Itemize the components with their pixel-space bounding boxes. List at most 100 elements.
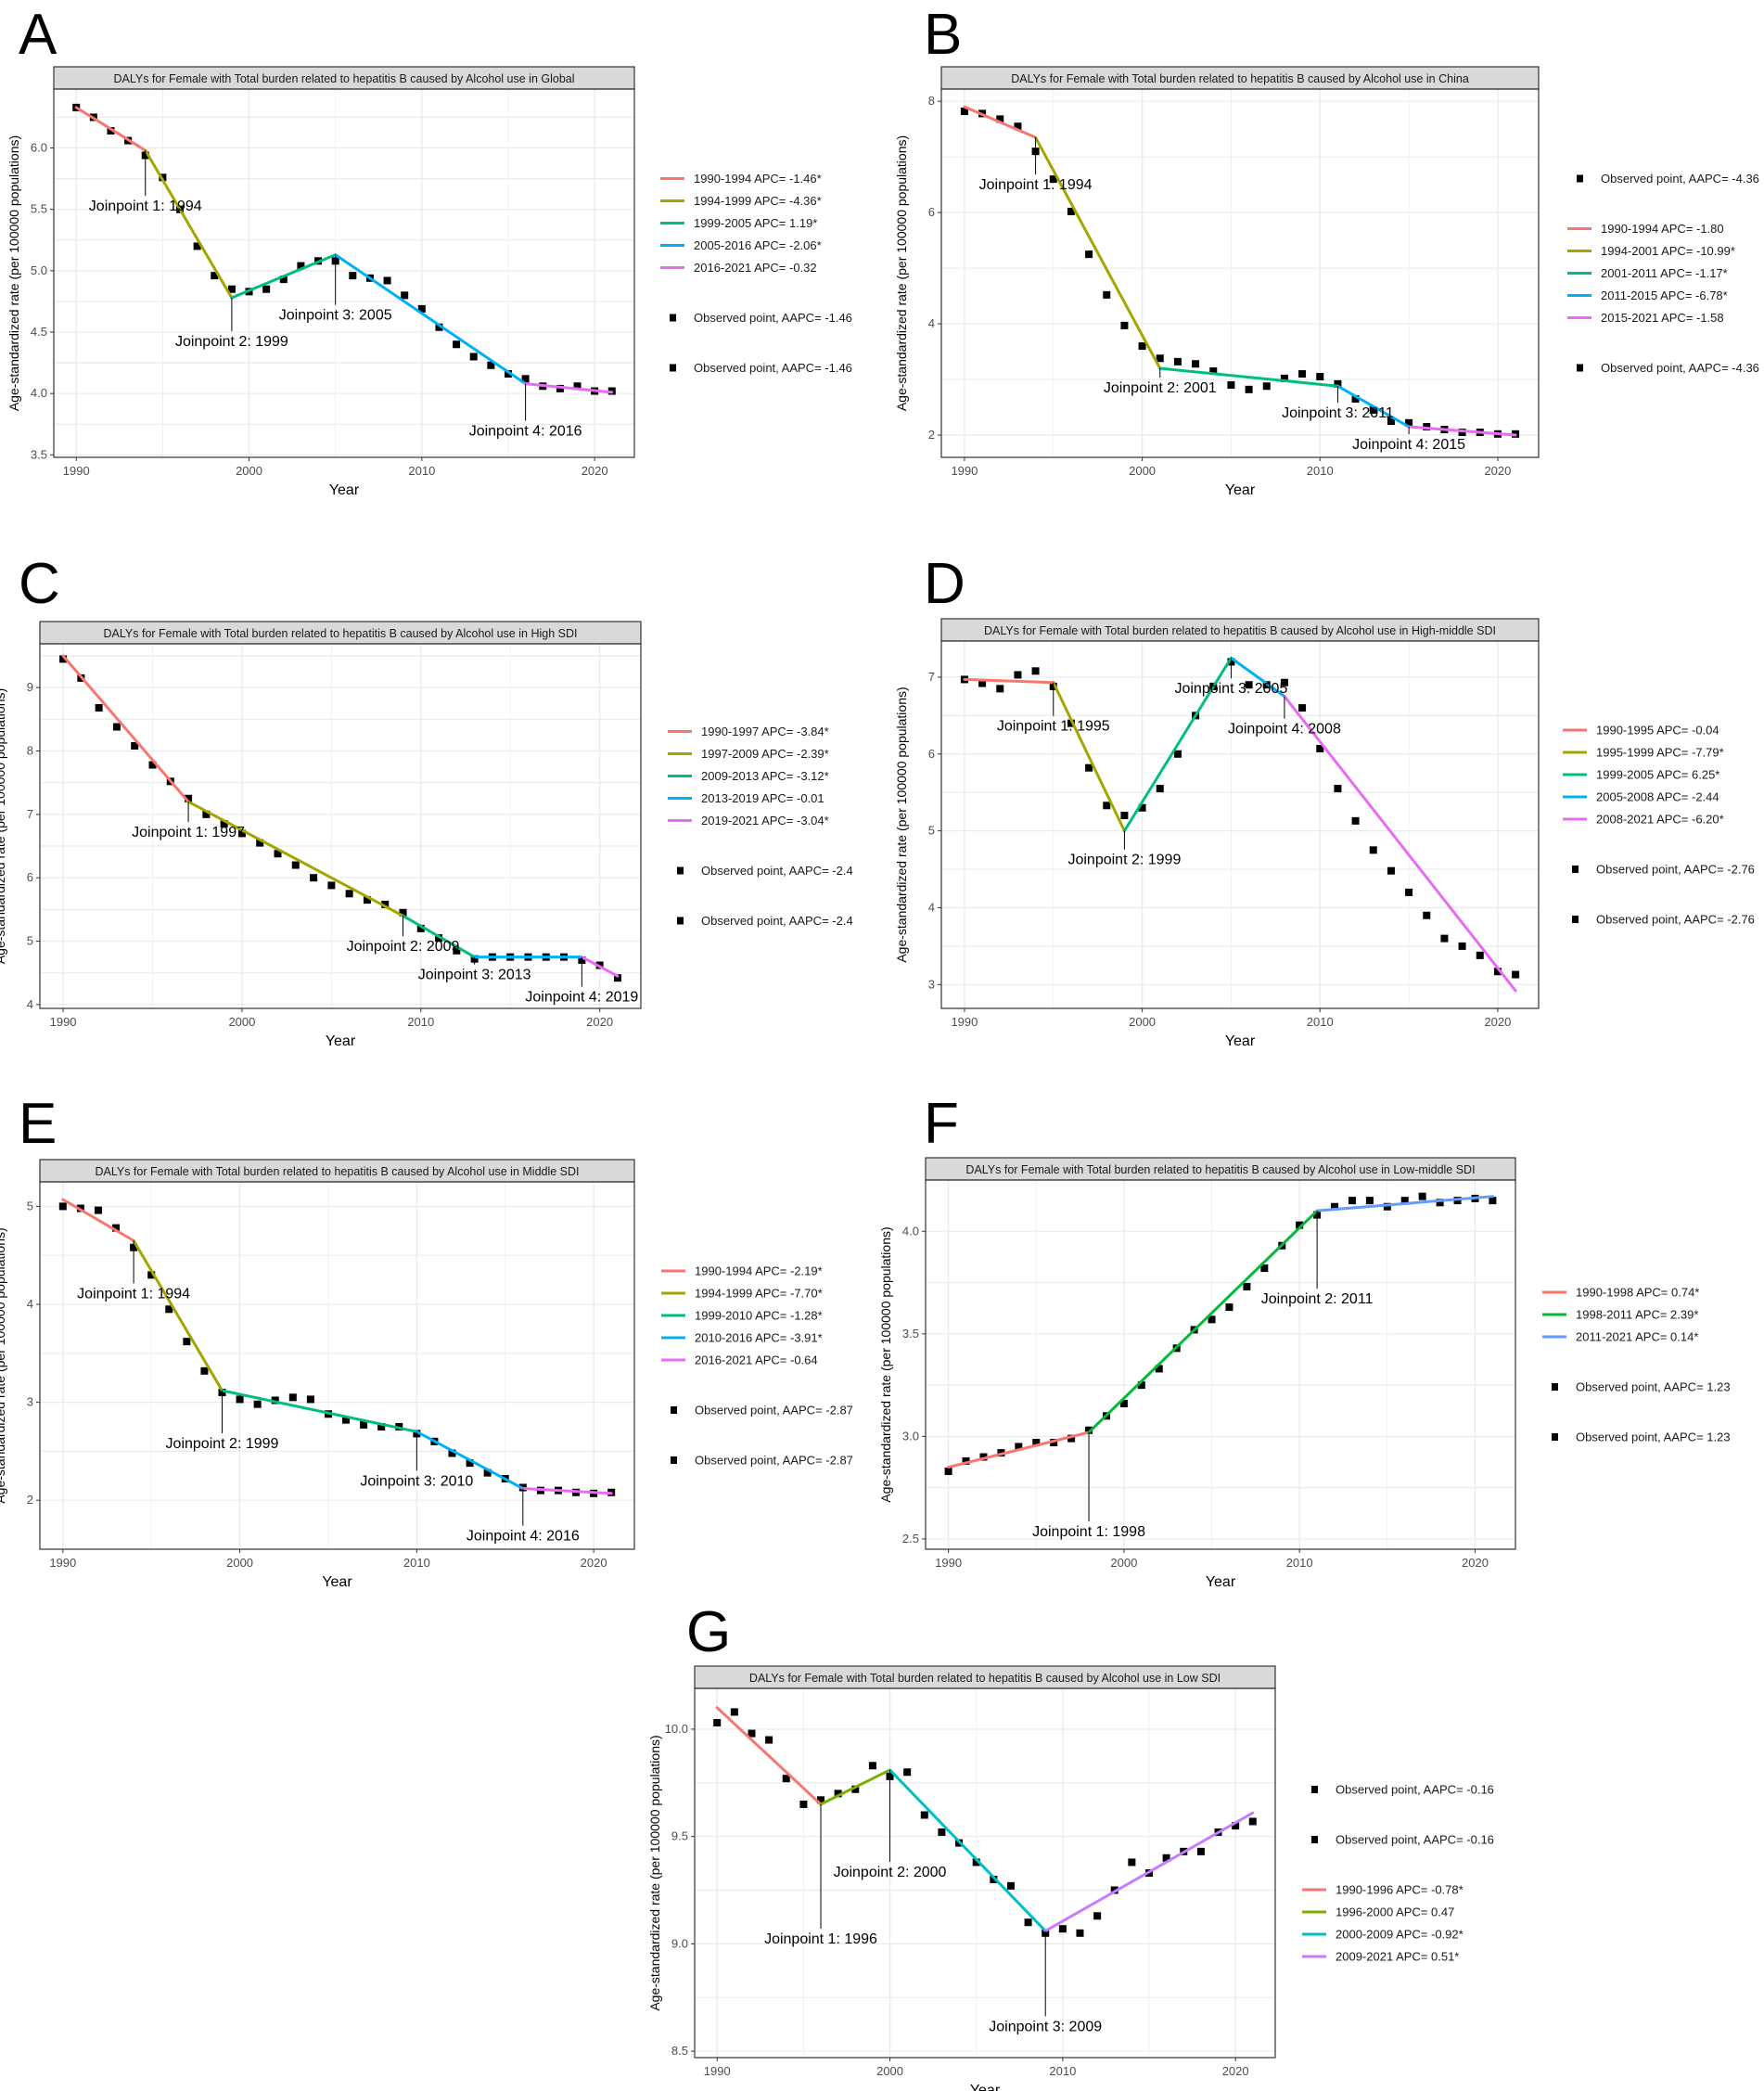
legend-point-key xyxy=(671,1406,677,1414)
observed-point xyxy=(360,1420,368,1429)
observed-point xyxy=(469,353,478,361)
plot-area xyxy=(941,641,1539,1008)
y-tick-label: 2 xyxy=(27,1493,33,1507)
legend-label: 2011-2015 APC= -6.78* xyxy=(1601,289,1728,302)
y-tick-label: 10.0 xyxy=(665,1722,688,1736)
observed-point xyxy=(1387,866,1395,875)
plot-border xyxy=(39,643,642,1009)
x-axis-label: Year xyxy=(970,2083,1001,2091)
legend-label: Observed point, AAPC= -2.87 xyxy=(695,1454,853,1468)
observed-point xyxy=(1015,1443,1023,1451)
observed-point xyxy=(401,291,409,300)
observed-point xyxy=(1365,1197,1374,1205)
joinpoint-label: Joinpoint 3: 2005 xyxy=(279,308,392,324)
fitted-segment xyxy=(715,1706,823,1806)
legend-label: Observed point, AAPC= -2.87 xyxy=(695,1404,853,1418)
observed-point xyxy=(1155,1365,1163,1373)
joinpoint-label: Joinpoint 1: 1997 xyxy=(132,825,245,840)
legend-label: Observed point, AAPC= -1.46 xyxy=(694,361,852,375)
x-tick-label: 2000 xyxy=(236,464,262,478)
x-tick-label: 2010 xyxy=(1286,1556,1313,1570)
observed-point xyxy=(1458,942,1466,950)
y-axis-label: Age-standardized rate (per 100000 popula… xyxy=(894,135,909,411)
fitted-segment xyxy=(524,382,614,394)
observed-point xyxy=(1156,354,1164,363)
observed-point xyxy=(1280,374,1288,382)
legend-label: 2013-2019 APC= -0.01 xyxy=(701,791,824,805)
legend-label: Observed point, AAPC= -4.36 xyxy=(1601,361,1759,375)
legend-point-key xyxy=(677,866,684,875)
legend-label: Observed point, AAPC= 1.23 xyxy=(1576,1430,1731,1444)
x-tick-label: 1990 xyxy=(704,2064,731,2078)
x-tick-label: 2000 xyxy=(226,1556,253,1570)
observed-point xyxy=(448,1449,456,1457)
observed-point xyxy=(1227,381,1235,390)
fitted-segment xyxy=(1034,135,1162,370)
observed-point xyxy=(1067,1434,1076,1443)
x-tick-label: 1990 xyxy=(935,1556,962,1570)
y-tick-label: 6 xyxy=(928,747,935,761)
observed-point xyxy=(262,285,271,293)
fitted-segment xyxy=(1336,384,1411,429)
joinpoint-label: Joinpoint 2: 2000 xyxy=(834,1865,947,1880)
plot-area xyxy=(54,89,634,457)
observed-point xyxy=(279,276,288,284)
observed-point xyxy=(1423,911,1431,919)
y-tick-label: 4 xyxy=(928,900,935,914)
plot-border xyxy=(940,88,1540,458)
observed-point xyxy=(1085,250,1093,259)
joinpoint-label: Joinpoint 4: 2016 xyxy=(469,424,582,440)
legend-label: 2000-2009 APC= -0.92* xyxy=(1336,1928,1464,1942)
x-tick-label: 2000 xyxy=(1110,1556,1137,1570)
observed-point xyxy=(1298,370,1307,378)
legend-label: Observed point, AAPC= -0.16 xyxy=(1336,1783,1494,1797)
y-tick-label: 2 xyxy=(928,428,935,442)
observed-point xyxy=(435,323,443,331)
legend-point-key xyxy=(1572,866,1579,873)
chart-title: DALYs for Female with Total burden relat… xyxy=(1011,72,1469,85)
observed-point xyxy=(1196,1847,1205,1855)
observed-point xyxy=(1489,1197,1497,1205)
x-tick-label: 2010 xyxy=(408,464,435,478)
title-strip xyxy=(694,1665,1276,1689)
observed-point xyxy=(1225,1303,1234,1312)
observed-point xyxy=(748,1729,756,1738)
observed-point xyxy=(1058,1925,1067,1933)
legend-point-key xyxy=(671,1456,677,1464)
observed-point xyxy=(1243,1282,1251,1290)
observed-point xyxy=(345,890,353,898)
legend-label: 1998-2011 APC= 2.39* xyxy=(1576,1308,1698,1322)
legend-label: 2009-2021 APC= 0.51* xyxy=(1336,1950,1459,1964)
observed-point xyxy=(200,1366,209,1375)
y-tick-label: 7 xyxy=(27,807,33,821)
observed-point xyxy=(1262,382,1271,391)
legend-point-key xyxy=(1311,1836,1318,1843)
observed-point xyxy=(1138,803,1146,812)
observed-point xyxy=(1050,1439,1058,1447)
y-tick-label: 5 xyxy=(27,1199,33,1212)
x-axis-label: Year xyxy=(329,482,360,498)
observed-point xyxy=(1032,1439,1041,1447)
joinpoint-label: Joinpoint 2: 2009 xyxy=(347,939,460,955)
observed-point xyxy=(211,272,219,280)
observed-point xyxy=(903,1768,912,1777)
title-strip xyxy=(925,1157,1516,1181)
x-tick-label: 2010 xyxy=(407,1015,434,1029)
observed-point xyxy=(274,850,282,858)
x-axis-label: Year xyxy=(1225,1033,1256,1049)
x-tick-label: 2010 xyxy=(1307,1015,1334,1029)
observed-point xyxy=(1093,1912,1102,1920)
observed-point xyxy=(817,1796,825,1804)
y-tick-label: 3.5 xyxy=(31,447,47,461)
observed-point xyxy=(504,370,512,378)
legend-label: 1994-1999 APC= -4.36* xyxy=(694,194,822,208)
legend-label: 1995-1999 APC= -7.79* xyxy=(1596,746,1724,760)
legend-point-key xyxy=(670,364,676,372)
observed-point xyxy=(417,304,426,313)
observed-point xyxy=(1232,1822,1240,1830)
legend-label: Observed point, AAPC= -2.4 xyxy=(701,864,853,878)
observed-point xyxy=(453,340,461,349)
legend-label: 2005-2016 APC= -2.06* xyxy=(694,238,822,252)
observed-point xyxy=(291,861,300,869)
joinpoint-label: Joinpoint 1: 1998 xyxy=(1032,1524,1145,1540)
